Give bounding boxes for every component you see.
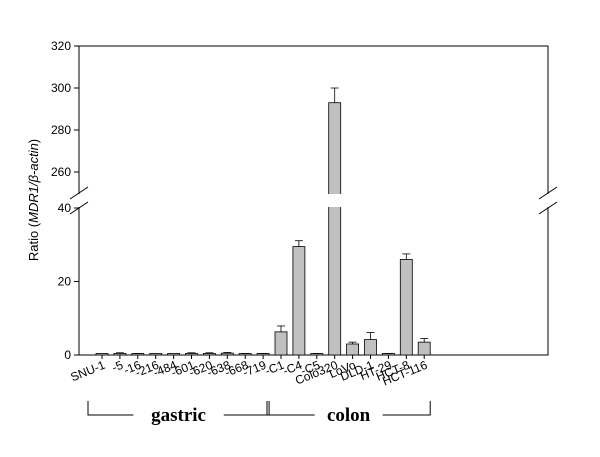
break-gap-right [540,194,556,207]
group-brackets: gastric colon [87,401,431,426]
x-tick-label: -16 [122,358,144,378]
bar [185,353,198,356]
y-tick-label: 20 [58,275,72,289]
break-mark [538,201,558,215]
x-axis: SNU-1 -5-16-216-484-601-620-638-668-719-C… [68,355,430,388]
bar [399,259,413,356]
break-mark [69,201,89,215]
y-tick-label: 300 [51,81,71,95]
group-bracket-left [87,401,134,416]
bar [220,352,234,356]
bar [95,353,109,356]
y-tick-label: 0 [64,348,71,362]
group-bracket-left [266,401,315,416]
group-label: colon [327,405,371,426]
axis-break-marks [69,186,558,215]
y-axis: 0 20 40 260 280 300 320 [51,39,79,362]
break-gap-left [71,194,87,207]
x-tick-label: -C1 [263,358,286,378]
y-tick-label: 320 [51,39,71,53]
bar [346,343,360,356]
break-mark [69,186,89,200]
group-bracket-right [223,401,270,416]
y-tick-label: 260 [51,165,71,179]
y-tick-label: 40 [58,201,72,215]
bar [292,246,306,356]
bar-break-gap [327,194,342,207]
bar [113,353,127,356]
plot-frame [78,45,549,356]
bars [95,87,431,356]
group-bracket-right [382,401,431,416]
bar [328,102,342,356]
bar [417,341,431,356]
x-tick-label: -C4 [281,358,304,378]
bar [167,353,181,356]
bar [202,353,216,356]
group-label: gastric [151,405,206,426]
break-mark [538,186,558,200]
plot-border [78,45,549,356]
y-tick-label: 280 [51,123,71,137]
y-axis-title: Ratio (MDR1/β-actin) [26,139,41,261]
bar [274,331,288,356]
x-tick-label: SNU-1 [68,358,107,385]
bar [364,339,377,356]
bar [149,353,163,356]
x-tick-label: -C5 [299,358,322,378]
